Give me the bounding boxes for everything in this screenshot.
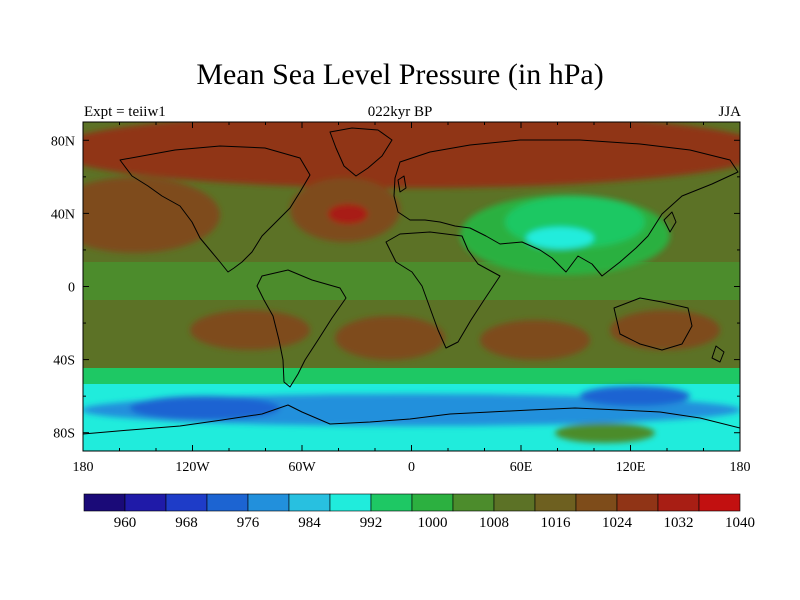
lon-tick-label: 60W [288,460,316,475]
colorbar-swatch [493,493,536,512]
colorbar-swatch [206,493,249,512]
colorbar: 960 968 976 984 992 1000 1008 1016 1024 1032 1040 [83,493,755,531]
africa-coast [385,231,501,349]
southern-trough-outer [83,368,740,386]
colorbar-label: 992 [360,515,383,531]
lat-tick-label: 40S [53,354,75,369]
greenland-coast [329,127,393,177]
colorbar-label: 1016 [541,515,572,531]
colorbar-swatch [247,493,290,512]
australia-high [610,310,720,350]
colorbar-swatch [534,493,577,512]
south-indian-high [480,320,590,360]
longitude-labels: 180 120W 60W 0 60E 120E 180 [73,460,751,475]
trough-core-west [130,396,280,420]
colorbar-swatch [370,493,413,512]
center-subtitle: 022kyr BP [367,104,433,120]
colorbar-label: 960 [114,515,137,531]
colorbar-label: 984 [298,515,321,531]
axis-ticks [82,122,741,451]
antarctic-high [555,423,655,443]
coastlines [83,127,740,435]
south-pacific-high [190,310,310,350]
lon-tick-label: 180 [730,460,751,475]
trough-core-east [580,386,690,406]
lon-tick-label: 0 [408,460,415,475]
australia-coast [613,297,693,351]
map-title: Mean Sea Level Pressure (in hPa) [196,58,604,91]
colorbar-label: 1040 [725,515,755,531]
lon-tick-label: 60E [510,460,533,475]
colorbar-swatch [698,493,741,512]
tropical-low-band [83,262,740,300]
latitude-labels: 80N 40N 0 40S 80S [51,134,75,441]
colorbar-swatch [657,493,700,512]
new-zealand-coast [711,345,725,363]
antarctica-coast [83,404,740,435]
south-america-coast [256,269,347,388]
south-atlantic-high [335,316,445,360]
colorbar-label: 1032 [664,515,694,531]
japan-coast [663,211,677,233]
colorbar-label: 1008 [479,515,509,531]
north-pacific-high [83,177,220,253]
colorbar-swatch [575,493,618,512]
eurasia-coast [393,139,739,277]
colorbar-swatch [329,493,372,512]
north-america-coast [119,145,311,273]
uk-coast [397,175,407,193]
colorbar-swatch [83,493,126,512]
colorbar-swatch [124,493,167,512]
lat-tick-label: 80N [51,134,75,149]
colorbar-swatch [165,493,208,512]
season-label: JJA [718,104,741,120]
lat-tick-label: 40N [51,207,75,222]
colorbar-swatch [616,493,659,512]
colorbar-label: 968 [175,515,198,531]
heat-low-core [526,227,594,249]
lon-tick-label: 120E [616,460,646,475]
north-atlantic-high-core [328,204,368,224]
colorbar-swatch [288,493,331,512]
colorbar-swatch [411,493,454,512]
lon-tick-label: 120W [175,460,210,475]
colorbar-label: 1024 [602,515,633,531]
colorbar-label: 1000 [418,515,448,531]
lat-tick-label: 0 [68,281,75,296]
colorbar-swatch [452,493,495,512]
pressure-field [83,122,740,451]
lat-tick-label: 80S [53,427,75,442]
lon-tick-label: 180 [73,460,94,475]
arctic-high [83,122,740,188]
colorbar-label: 976 [237,515,260,531]
experiment-label: Expt = teiiw1 [84,104,166,120]
